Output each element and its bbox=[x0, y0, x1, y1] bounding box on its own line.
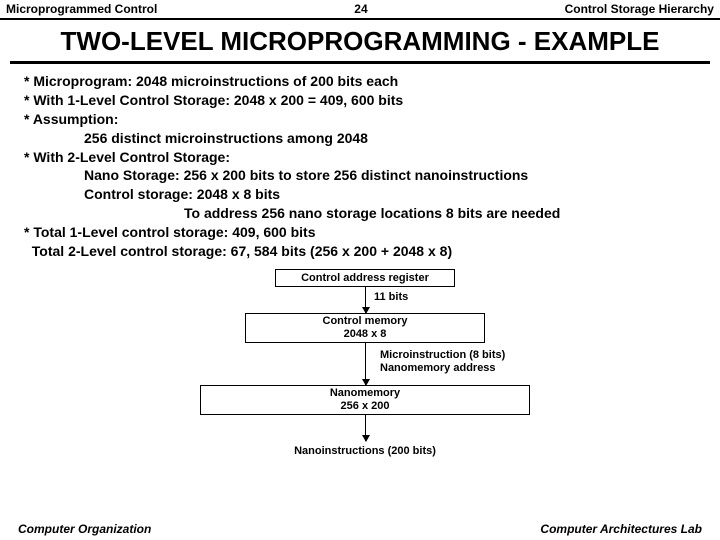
body-line: * Microprogram: 2048 microinstructions o… bbox=[24, 72, 696, 91]
label-nanoinstructions: Nanoinstructions (200 bits) bbox=[265, 445, 465, 457]
nano-line1: Nanomemory bbox=[330, 387, 400, 400]
cm-line2: 2048 x 8 bbox=[344, 328, 387, 341]
arrow-car-to-cm bbox=[365, 287, 366, 313]
body-line: * Total 1-Level control storage: 409, 60… bbox=[24, 223, 696, 242]
header-center: 24 bbox=[354, 2, 367, 16]
arrow-nano-out bbox=[365, 415, 366, 441]
body-line: * With 1-Level Control Storage: 2048 x 2… bbox=[24, 91, 696, 110]
body-line: 256 distinct microinstructions among 204… bbox=[24, 129, 696, 148]
micro-l2: Nanomemory address bbox=[380, 362, 505, 375]
body-line: * With 2-Level Control Storage: bbox=[24, 148, 696, 167]
body-line: Total 2-Level control storage: 67, 584 b… bbox=[24, 242, 696, 261]
slide-title: TWO-LEVEL MICROPROGRAMMING - EXAMPLE bbox=[10, 20, 710, 64]
body-line: Nano Storage: 256 x 200 bits to store 25… bbox=[24, 166, 696, 185]
cm-line1: Control memory bbox=[323, 315, 408, 328]
body-line: Control storage: 2048 x 8 bits bbox=[24, 185, 696, 204]
body-line: * Assumption: bbox=[24, 110, 696, 129]
nanomemory-box: Nanomemory 256 x 200 bbox=[200, 385, 530, 415]
control-address-register-box: Control address register bbox=[275, 269, 455, 287]
arrow-cm-to-nano bbox=[365, 343, 366, 385]
body-line: To address 256 nano storage locations 8 … bbox=[24, 204, 696, 223]
label-11-bits: 11 bits bbox=[374, 291, 408, 304]
footer-right: Computer Architectures Lab bbox=[540, 522, 702, 536]
control-memory-box: Control memory 2048 x 8 bbox=[245, 313, 485, 343]
diagram: Control address register 11 bits Control… bbox=[0, 269, 720, 489]
page-footer: Computer Organization Computer Architect… bbox=[0, 522, 720, 536]
body-text: * Microprogram: 2048 microinstructions o… bbox=[0, 64, 720, 265]
label-microinstruction: Microinstruction (8 bits) Nanomemory add… bbox=[380, 349, 505, 375]
car-label: Control address register bbox=[301, 272, 429, 285]
footer-left: Computer Organization bbox=[18, 522, 151, 536]
nano-line2: 256 x 200 bbox=[341, 400, 390, 413]
micro-l1: Microinstruction (8 bits) bbox=[380, 349, 505, 362]
header-right: Control Storage Hierarchy bbox=[565, 2, 714, 16]
page-header: Microprogrammed Control 24 Control Stora… bbox=[0, 0, 720, 20]
header-left: Microprogrammed Control bbox=[6, 2, 157, 16]
